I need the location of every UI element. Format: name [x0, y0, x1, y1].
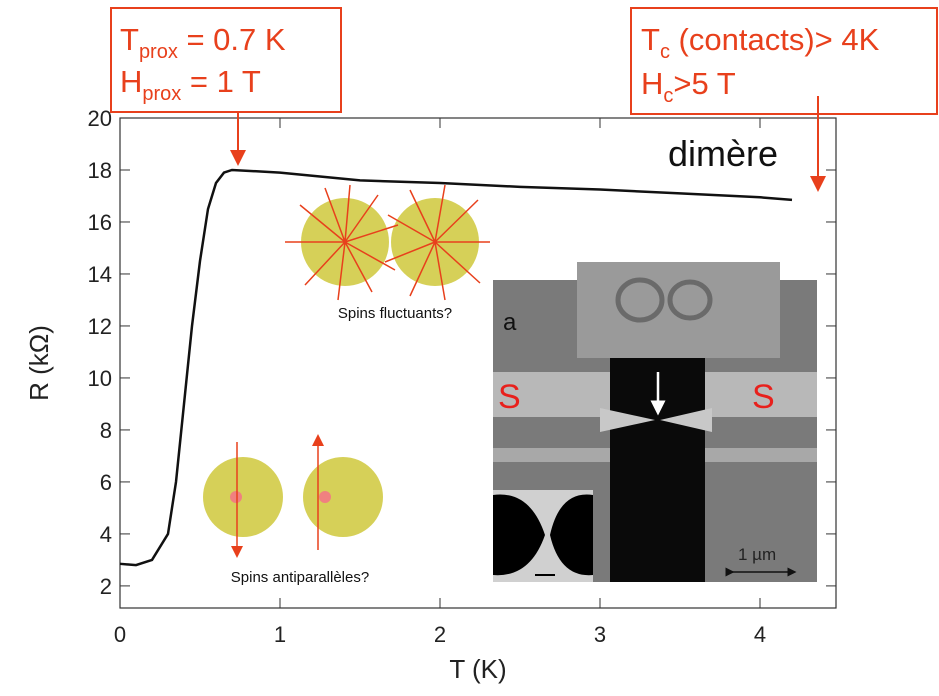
x-axis-label: T (K)	[449, 654, 506, 684]
y-tick-label: 10	[88, 366, 112, 391]
annotation-box	[110, 7, 342, 113]
x-tick-label: 0	[114, 622, 126, 647]
ann-sub: prox	[139, 41, 178, 63]
y-tick-label: 8	[100, 418, 112, 443]
x-tick-label: 4	[754, 622, 766, 647]
ann-rest: = 1 T	[181, 64, 261, 99]
annotation-hc: Hc>5 T	[641, 66, 736, 107]
y-tick-label: 16	[88, 210, 112, 235]
x-tick-label: 1	[274, 622, 286, 647]
ann-main: H	[641, 66, 663, 101]
ann-main: H	[120, 64, 142, 99]
label-dimere: dimère	[668, 133, 778, 174]
annotation-tprox: Tprox = 0.7 K	[120, 22, 286, 63]
label-antipar: Spins antiparallèles?	[231, 569, 369, 586]
sem-image	[493, 262, 817, 582]
ann-rest: = 0.7 K	[178, 22, 286, 57]
label-s-left: S	[498, 378, 521, 416]
ann-main: T	[120, 22, 139, 57]
y-tick-label: 2	[100, 574, 112, 599]
y-tick-label: 6	[100, 470, 112, 495]
plot-frame	[119, 117, 837, 609]
y-tick-label: 14	[88, 262, 112, 287]
ann-rest: >5 T	[673, 66, 735, 101]
data-line	[119, 168, 793, 567]
molecules-fluctuating	[285, 184, 490, 301]
ann-main: T	[641, 22, 660, 57]
annotation-tc: Tc (contacts)> 4K	[641, 22, 880, 63]
label-fluct: Spins fluctuants?	[338, 305, 452, 322]
label-scale: 1 µm	[738, 545, 776, 564]
ann-sub: prox	[142, 83, 181, 105]
x-tick-label: 2	[434, 622, 446, 647]
label-panel: a	[503, 309, 517, 336]
x-tick-label: 3	[594, 622, 606, 647]
label-s-right: S	[752, 378, 775, 416]
y-tick-label: 20	[88, 106, 112, 131]
ann-sub: c	[663, 85, 673, 107]
y-axis-label: R (kΩ)	[24, 325, 54, 401]
y-tick-label: 12	[88, 314, 112, 339]
annotation-hprox: Hprox = 1 T	[120, 64, 261, 105]
ann-sub: c	[660, 41, 670, 63]
molecules-antiparallel	[203, 434, 383, 558]
y-tick-label: 4	[100, 522, 112, 547]
ann-rest: (contacts)> 4K	[670, 22, 880, 57]
y-tick-label: 18	[88, 158, 112, 183]
annotation-box	[630, 7, 938, 115]
